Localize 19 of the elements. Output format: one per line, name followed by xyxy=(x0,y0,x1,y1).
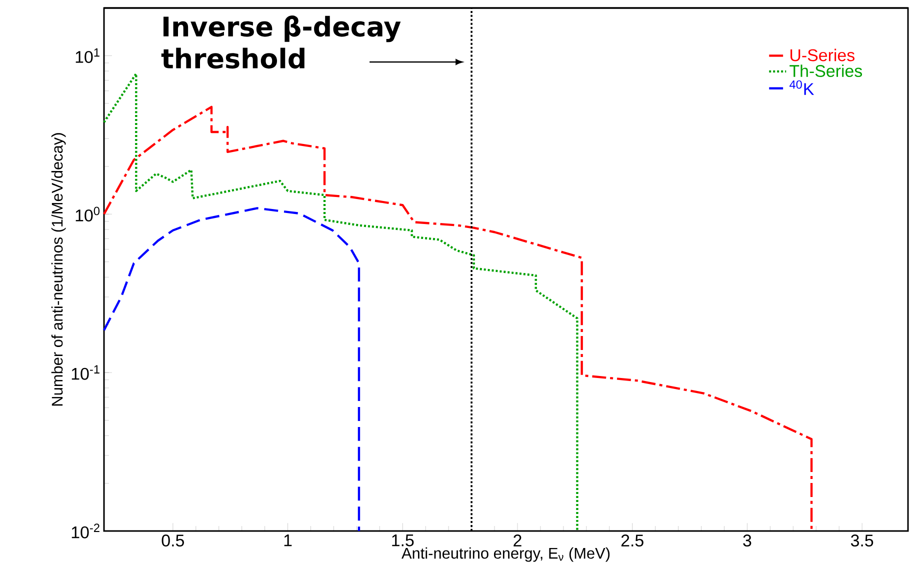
x-tick-label: 1 xyxy=(284,534,292,546)
legend-label: U-Series xyxy=(790,48,854,62)
y-axis-title: Number of anti-neutrinos (1/MeV/decay) xyxy=(51,133,66,406)
y-tick-label: 10$^{0}$ xyxy=(76,206,100,222)
x-axis-title: Anti-neutrino energy, E$_{ν}$ (MeV) xyxy=(402,547,610,562)
ref-line-label: Inverse β-decay threshold xyxy=(161,16,401,69)
x-tick-label: 1.5 xyxy=(392,534,414,546)
legend-label: Th-Series xyxy=(790,64,862,78)
x-tick-label: 2.5 xyxy=(621,534,644,547)
x-tick-label: 3.5 xyxy=(850,534,874,547)
x-tick-label: 3 xyxy=(743,534,752,547)
line-series xyxy=(102,207,360,532)
x-tick-label: 0.5 xyxy=(162,534,184,547)
y-tick-label: 10$^{1}$ xyxy=(76,48,100,63)
x-tick-label: 2 xyxy=(514,534,522,546)
line-series xyxy=(102,72,578,532)
y-tick-label: 10$^{-1}$ xyxy=(72,365,100,380)
legend-label: $^{40}$K xyxy=(789,80,814,95)
y-tick-label: 10$^{-2}$ xyxy=(72,524,100,538)
